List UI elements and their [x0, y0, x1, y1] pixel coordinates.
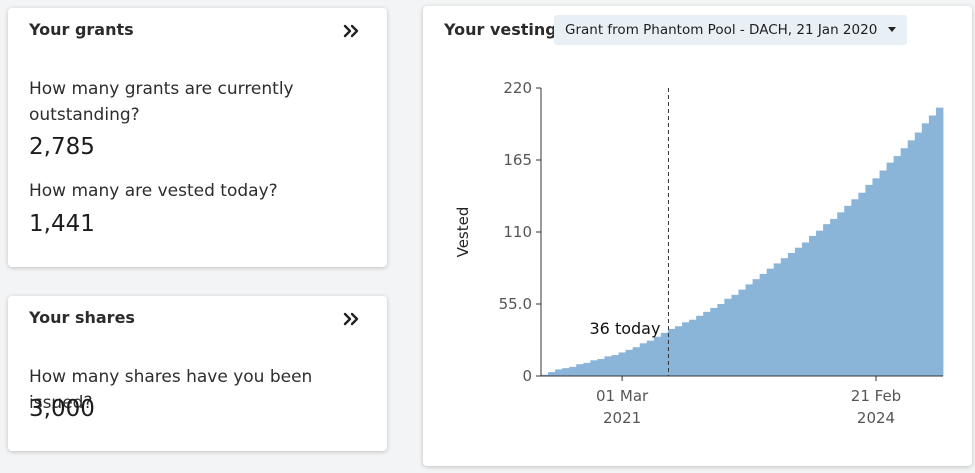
vesting-bar — [816, 230, 824, 376]
vesting-bar — [914, 132, 923, 376]
x-tick-label-year: 2024 — [857, 409, 895, 427]
grants-card: Your grants How many grants are currentl… — [8, 8, 387, 267]
vesting-bar — [886, 162, 895, 376]
vesting-card: Your vesting Grant from Phantom Pool - D… — [423, 6, 972, 466]
vesting-bar — [837, 212, 845, 376]
y-tick-label: 55.0 — [499, 295, 532, 313]
vesting-bar — [745, 284, 753, 376]
outstanding-question: How many grants are currently outstandin… — [29, 79, 294, 125]
vesting-bar — [710, 307, 718, 376]
vesting-bar — [597, 358, 605, 376]
vesting-bar — [618, 352, 627, 376]
vesting-bar — [717, 304, 725, 376]
grants-card-title: Your grants — [29, 20, 134, 39]
vesting-bar — [653, 336, 662, 376]
y-tick-label: 220 — [503, 79, 532, 97]
vesting-bar — [724, 298, 732, 376]
vesting-bar — [569, 366, 577, 376]
vesting-bar — [794, 247, 803, 376]
vesting-bar — [731, 294, 739, 376]
vesting-bar — [675, 326, 683, 376]
vesting-bar — [787, 252, 796, 376]
vesting-bar — [541, 374, 549, 376]
double-chevron-right-icon — [343, 24, 359, 38]
x-tick-label: 01 Mar — [596, 387, 649, 405]
vesting-bar — [583, 362, 591, 376]
vesting-bar — [907, 140, 916, 376]
double-chevron-right-icon — [343, 312, 359, 326]
vesting-bar — [809, 235, 817, 376]
vesting-chart: 0 55.0 110 165 220 01 Mar 2021 21 Feb 2024 Vested… — [454, 79, 944, 427]
x-tick-label-year: 2021 — [603, 409, 641, 427]
grant-select-dropdown[interactable]: Grant from Phantom Pool - DACH, 21 Jan 2… — [554, 15, 908, 45]
vesting-bar — [689, 319, 697, 376]
issued-question: How many shares have you been issued? — [29, 367, 313, 413]
vesting-bar — [632, 347, 641, 376]
vesting-bar — [646, 340, 655, 376]
vesting-bar — [660, 332, 669, 376]
vesting-bar — [879, 170, 887, 376]
vesting-bar — [639, 343, 648, 376]
vesting-bar — [562, 368, 570, 376]
today-annotation: 36 today — [590, 319, 661, 338]
vested-question: How many are vested today? — [29, 181, 278, 201]
vesting-bar — [830, 218, 838, 376]
vesting-bar — [872, 178, 880, 376]
vesting-bar — [935, 107, 944, 376]
vesting-bar — [696, 315, 704, 376]
x-tick-label: 21 Feb — [851, 387, 901, 405]
vesting-bar — [773, 263, 782, 376]
vesting-card-title: Your vesting — [444, 20, 557, 39]
vesting-bar — [801, 242, 810, 376]
y-tick-label: 110 — [503, 223, 532, 241]
outstanding-value: 2,785 — [29, 134, 95, 160]
vesting-bar — [703, 311, 711, 376]
vesting-bar — [858, 192, 866, 376]
vesting-bar — [928, 115, 937, 377]
vesting-bar — [667, 328, 676, 376]
y-tick-label: 0 — [522, 367, 532, 385]
y-tick-label: 165 — [503, 151, 532, 169]
grants-expand-button[interactable] — [341, 20, 363, 42]
vesting-bar — [576, 364, 584, 376]
caret-down-icon — [888, 27, 897, 32]
vesting-bar — [611, 355, 619, 376]
vesting-bar — [548, 372, 556, 376]
vesting-bar — [893, 156, 902, 376]
vesting-bar — [738, 289, 746, 376]
y-axis-title: Vested — [454, 207, 472, 258]
vesting-bar — [759, 273, 768, 376]
vesting-bar — [555, 369, 563, 376]
shares-card-title: Your shares — [29, 308, 135, 327]
vesting-bar — [900, 148, 909, 376]
vesting-bar — [851, 199, 859, 376]
issued-value: 3,000 — [29, 396, 95, 422]
vesting-bar — [865, 184, 873, 376]
vesting-bar — [780, 258, 789, 376]
shares-card: Your shares How many shares have you bee… — [8, 296, 387, 451]
vesting-bar — [823, 224, 831, 376]
vesting-bar — [752, 279, 761, 376]
shares-expand-button[interactable] — [341, 308, 363, 330]
vesting-bar — [921, 123, 930, 376]
vesting-bar — [590, 360, 598, 376]
vesting-bar — [844, 205, 852, 376]
vesting-bar — [604, 356, 612, 376]
vesting-bar — [625, 349, 634, 376]
vesting-bar — [766, 268, 775, 376]
vested-value: 1,441 — [29, 211, 95, 237]
grant-select-value: Grant from Phantom Pool - DACH, 21 Jan 2… — [565, 22, 878, 38]
vesting-bar — [682, 322, 690, 376]
